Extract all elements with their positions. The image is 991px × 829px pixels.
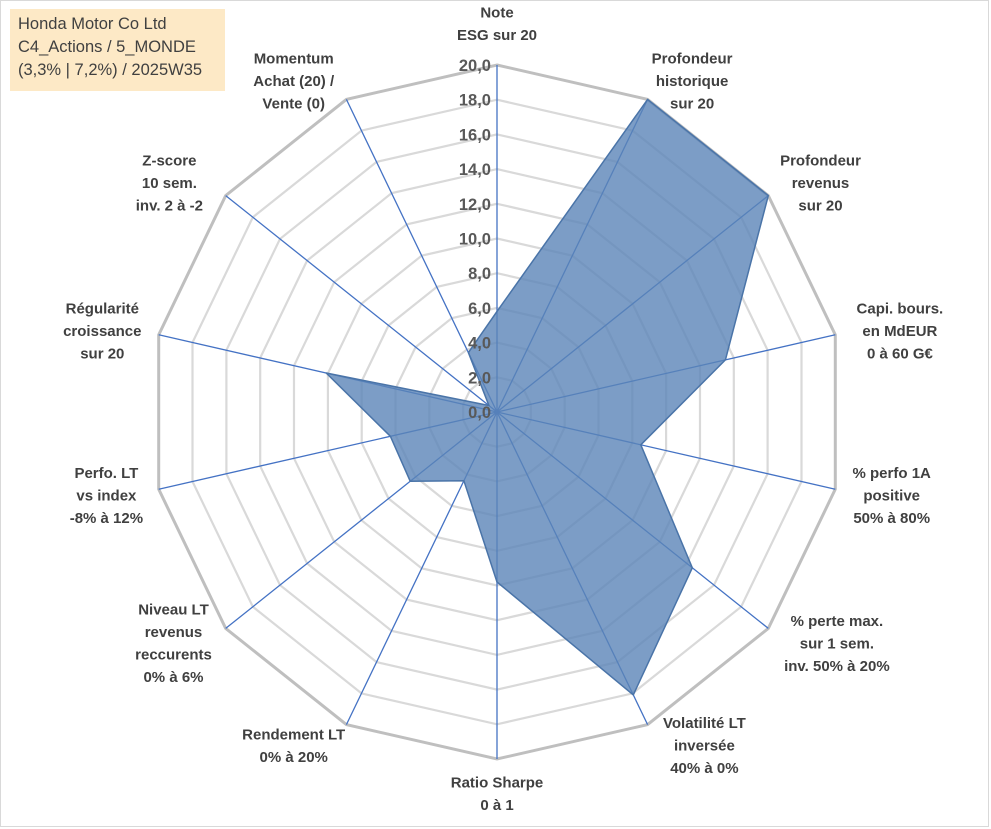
axis-label: Volatilité LT	[663, 715, 746, 732]
axis-label: 0 à 60 G€	[867, 346, 934, 363]
axis-label: 40% à 0%	[670, 760, 738, 777]
tick-label: 6,0	[468, 300, 491, 318]
axis-label: Capi. bours.	[857, 301, 944, 318]
axis-label: Achat (20) /	[253, 73, 335, 90]
tick-label: 4,0	[468, 335, 491, 353]
info-line-category: C4_Actions / 5_MONDE	[18, 38, 196, 56]
axis-label: Momentum	[254, 50, 334, 67]
axis-label: inv. 2 à -2	[136, 198, 203, 215]
tick-label: 16,0	[459, 126, 491, 144]
tick-label: 10,0	[459, 231, 491, 249]
axis-label: inv. 50% à 20%	[784, 658, 890, 675]
axis-label: % perfo 1A	[853, 465, 932, 482]
axis-label: en MdEUR	[862, 323, 937, 340]
axis-label: % perte max.	[791, 613, 884, 630]
tick-label: 18,0	[459, 92, 491, 110]
axis-label: inversée	[674, 738, 735, 755]
axis-label: sur 20	[798, 198, 842, 215]
tick-label: 20,0	[459, 57, 491, 75]
axis-label: Rendement LT	[242, 727, 345, 744]
axis-label: 50% à 80%	[853, 510, 930, 527]
tick-label: 12,0	[459, 196, 491, 214]
axis-label: Profondeur	[652, 50, 733, 67]
info-line-period: (3,3% | 7,2%) / 2025W35	[18, 61, 203, 79]
axis-label: revenus	[792, 175, 850, 192]
axis-label: historique	[656, 73, 729, 90]
axis-label: Note	[480, 5, 513, 22]
tick-label: 14,0	[459, 161, 491, 179]
axis-spoke	[225, 195, 498, 413]
axis-label: Perfo. LT	[74, 465, 138, 482]
axis-label: 0% à 20%	[260, 749, 328, 766]
axis-label: vs index	[76, 487, 137, 504]
axis-label: sur 1 sem.	[800, 635, 874, 652]
axis-label: 0 à 1	[480, 797, 513, 814]
tick-label: 0,0	[468, 404, 491, 422]
axis-label: croissance	[63, 323, 141, 340]
tick-label: 2,0	[468, 369, 491, 387]
axis-label: revenus	[145, 624, 203, 641]
axis-label: Z-score	[142, 153, 196, 170]
axis-label: positive	[863, 487, 920, 504]
axis-label: Profondeur	[780, 153, 861, 170]
axis-label: Niveau LT	[138, 602, 209, 619]
info-box: Honda Motor Co Ltd C4_Actions / 5_MONDE …	[10, 9, 225, 91]
series-area	[325, 98, 770, 696]
axis-label: 10 sem.	[142, 175, 197, 192]
axis-label: reccurents	[135, 647, 212, 664]
info-line-company: Honda Motor Co Ltd	[18, 15, 167, 33]
axis-label: ESG sur 20	[457, 27, 537, 44]
axis-label: Vente (0)	[262, 95, 325, 112]
tick-label: 8,0	[468, 265, 491, 283]
axis-label: -8% à 12%	[70, 510, 143, 527]
axis-label: sur 20	[80, 346, 124, 363]
axis-label: 0% à 6%	[143, 669, 203, 686]
axis-label: sur 20	[670, 95, 714, 112]
axis-label: Ratio Sharpe	[451, 775, 544, 792]
axis-label: Régularité	[66, 301, 139, 318]
